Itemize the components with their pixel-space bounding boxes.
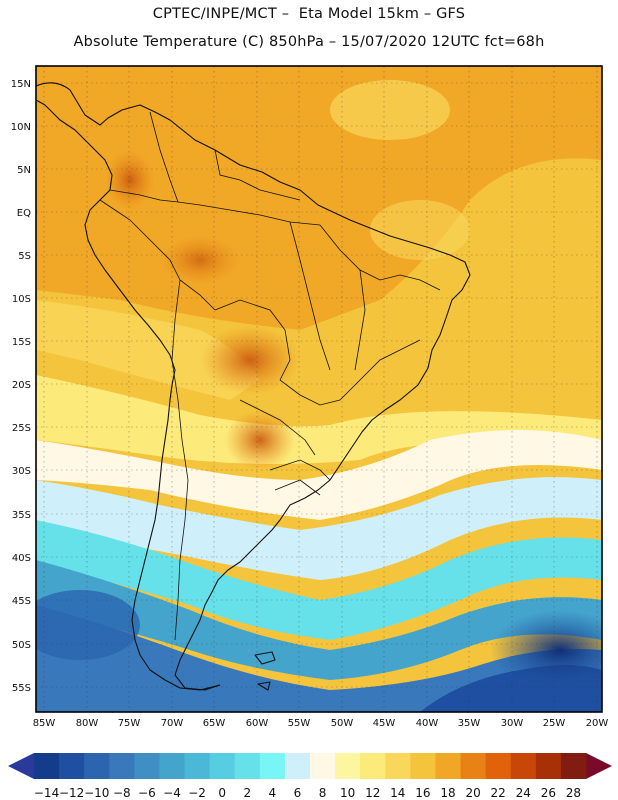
colorbar-cell bbox=[335, 753, 361, 779]
colorbar-cell bbox=[310, 753, 336, 779]
colorbar-label: −6 bbox=[138, 786, 156, 800]
colorbar-label: 2 bbox=[243, 786, 251, 800]
colorbar-label: 8 bbox=[319, 786, 327, 800]
colorbar-cell bbox=[485, 753, 512, 779]
lon-label: 30W bbox=[501, 718, 524, 729]
lon-label: 50W bbox=[331, 718, 354, 729]
colorbar-label: 0 bbox=[218, 786, 226, 800]
lat-label: 55S bbox=[12, 683, 31, 694]
colorbar-cell bbox=[159, 753, 185, 779]
colorbar-label: 26 bbox=[541, 786, 556, 800]
colorbar-cell bbox=[59, 753, 85, 779]
colorbar-cell bbox=[209, 753, 236, 779]
lon-label: 60W bbox=[246, 718, 269, 729]
colorbar-cell bbox=[234, 753, 261, 779]
lat-label: 50S bbox=[12, 640, 31, 651]
colorbar-label: −8 bbox=[113, 786, 131, 800]
lon-label: 40W bbox=[416, 718, 439, 729]
country-borders bbox=[99, 111, 441, 641]
colorbar-max-arrow bbox=[586, 753, 612, 779]
lon-label: 45W bbox=[373, 718, 396, 729]
lon-label: 20W bbox=[586, 718, 609, 729]
lon-label: 25W bbox=[543, 718, 566, 729]
colorbar-cell bbox=[184, 753, 211, 779]
colorbar: −14 −12 −10 −8 −6 −4 −2 0 2 4 6 8 10 12 14 16 18 20 22 24 26… bbox=[8, 753, 612, 800]
colorbar-cell bbox=[510, 753, 537, 779]
lat-label: 35S bbox=[12, 510, 31, 521]
lat-label: 10S bbox=[12, 294, 31, 305]
colorbar-label: 24 bbox=[516, 786, 531, 800]
lon-label: 80W bbox=[76, 718, 99, 729]
colorbar-cell bbox=[259, 753, 286, 779]
colorbar-label: 20 bbox=[465, 786, 480, 800]
lon-label: 75W bbox=[118, 718, 141, 729]
map-frame bbox=[35, 65, 603, 713]
lon-label: 70W bbox=[161, 718, 184, 729]
lon-label: 85W bbox=[33, 718, 56, 729]
colorbar-label: −14 bbox=[34, 786, 59, 800]
longitude-labels: 85W 80W 75W 70W 65W 60W 55W 50W 45W 40W … bbox=[33, 718, 609, 729]
colorbar-label: 22 bbox=[491, 786, 506, 800]
lat-label: 25S bbox=[12, 423, 31, 434]
lat-label: 30S bbox=[12, 466, 31, 477]
colorbar-cell bbox=[84, 753, 110, 779]
latitude-labels: 15N 10N 5N EQ 5S 10S 15S 20S 25S 30S 35S… bbox=[11, 79, 31, 694]
colorbar-label: 28 bbox=[566, 786, 581, 800]
lat-label: 40S bbox=[12, 553, 31, 564]
colorbar-label: 12 bbox=[365, 786, 380, 800]
colorbar-cell bbox=[109, 753, 135, 779]
lat-label: 10N bbox=[11, 122, 31, 133]
colorbar-label: 10 bbox=[340, 786, 355, 800]
lat-label: EQ bbox=[17, 208, 31, 219]
colorbar-label: −4 bbox=[163, 786, 181, 800]
coastline bbox=[36, 82, 471, 691]
map-subtitle: Absolute Temperature (C) 850hPa – 15/07/… bbox=[73, 34, 545, 50]
lon-label: 35W bbox=[458, 718, 481, 729]
colorbar-label: 16 bbox=[415, 786, 430, 800]
colorbar-cell bbox=[360, 753, 386, 779]
lat-label: 20S bbox=[12, 380, 31, 391]
colorbar-label: 4 bbox=[269, 786, 277, 800]
colorbar-label: 14 bbox=[390, 786, 405, 800]
lat-label: 5N bbox=[17, 165, 31, 176]
colorbar-cell bbox=[435, 753, 461, 779]
lat-label: 45S bbox=[12, 596, 31, 607]
lon-label: 65W bbox=[203, 718, 226, 729]
colorbar-cell bbox=[460, 753, 487, 779]
colorbar-cell bbox=[284, 753, 311, 779]
lon-label: 55W bbox=[288, 718, 311, 729]
lat-label: 15S bbox=[12, 337, 31, 348]
colorbar-cell bbox=[385, 753, 411, 779]
colorbar-cell bbox=[34, 753, 60, 779]
lat-label: 15N bbox=[11, 79, 31, 90]
colorbar-min-arrow bbox=[8, 753, 34, 779]
colorbar-label: −10 bbox=[84, 786, 109, 800]
colorbar-cell bbox=[410, 753, 436, 779]
colorbar-label: −2 bbox=[188, 786, 206, 800]
colorbar-cell bbox=[134, 753, 160, 779]
colorbar-cell bbox=[535, 753, 562, 779]
map-title: CPTEC/INPE/MCT – Eta Model 15km – GFS bbox=[152, 6, 466, 22]
lat-label: 5S bbox=[18, 251, 31, 262]
colorbar-label: 6 bbox=[294, 786, 302, 800]
colorbar-label: −12 bbox=[59, 786, 84, 800]
colorbar-cell bbox=[560, 753, 587, 779]
temperature-field bbox=[36, 66, 602, 712]
colorbar-label: 18 bbox=[440, 786, 455, 800]
